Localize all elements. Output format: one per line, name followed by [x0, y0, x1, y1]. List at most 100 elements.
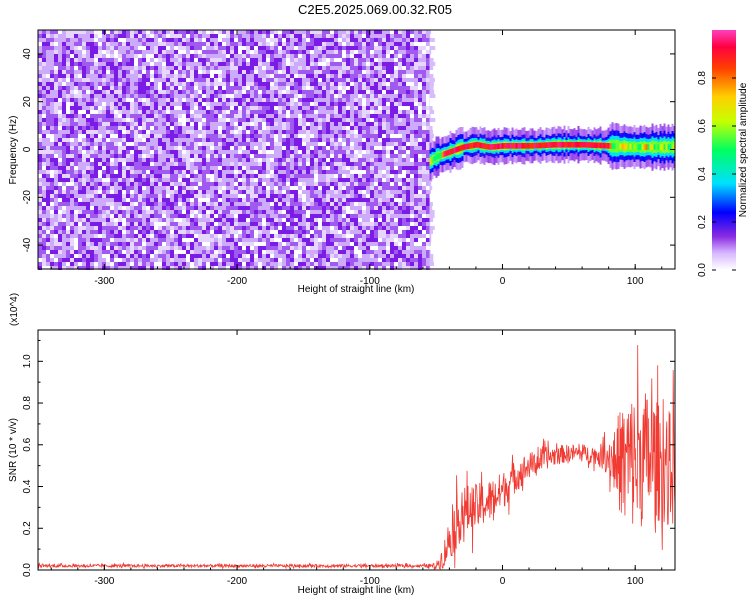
spectrogram-cell	[238, 154, 242, 158]
spectrogram-cell	[198, 174, 202, 178]
spectrogram-cell	[254, 158, 258, 162]
spectrogram-cell	[294, 82, 298, 86]
spectrogram-cell	[166, 138, 170, 142]
spectrogram-cell	[186, 202, 190, 206]
spectrogram-cell	[238, 34, 242, 38]
spectrogram-cell	[250, 218, 254, 222]
spectrogram-cell	[262, 170, 266, 174]
spectrogram-cell	[154, 34, 158, 38]
spectrogram-cell	[126, 38, 130, 42]
spectrogram-cell	[370, 202, 374, 206]
spectrogram-cell	[394, 62, 398, 66]
spectrogram-cell	[178, 158, 182, 162]
spectrogram-cell	[338, 82, 342, 86]
spectrogram-cell	[274, 82, 278, 86]
spectrogram-cell	[50, 30, 54, 34]
spectrogram-cell	[90, 74, 94, 78]
spectrogram-cell	[362, 178, 366, 182]
spectrogram-cell	[406, 166, 410, 170]
spectrogram-cell	[302, 38, 306, 42]
spectrogram-cell	[54, 70, 58, 74]
spectrogram-cell	[350, 58, 354, 62]
spectrogram-cell	[402, 234, 406, 238]
spectrogram-cell	[386, 174, 390, 178]
spectrogram-cell	[230, 30, 234, 34]
spectrogram-cell	[162, 134, 166, 138]
spectrogram-cell	[58, 130, 62, 134]
spectrogram-cell	[290, 90, 294, 94]
spectrogram-cell	[342, 94, 346, 98]
spectrogram-cell	[358, 114, 362, 118]
spectrogram-cell	[278, 146, 282, 150]
spectrogram-cell	[402, 74, 406, 78]
spectrogram-cell	[230, 154, 234, 158]
spectrogram-cell	[54, 126, 58, 130]
spectrogram-cell	[266, 70, 270, 74]
spectrogram-cell	[118, 138, 122, 142]
spectrogram-cell	[314, 222, 318, 226]
spectrogram-cell	[350, 182, 354, 186]
spectrogram-cell	[190, 66, 194, 70]
spectrogram-cell	[102, 190, 106, 194]
spectrogram-cell	[238, 30, 242, 34]
spectrogram-cell	[54, 58, 58, 62]
spectrogram-cell	[358, 30, 362, 34]
spectrogram-cell	[126, 266, 130, 270]
spectrogram-cell	[146, 46, 150, 50]
spectrogram-cell	[130, 58, 134, 62]
spectrogram-cell	[162, 202, 166, 206]
spectrogram-cell	[174, 74, 178, 78]
spectrogram-cell	[206, 246, 210, 250]
spectrogram-cell	[398, 82, 402, 86]
spectrogram-cell	[214, 166, 218, 170]
spectrogram-cell	[62, 94, 66, 98]
spectrogram-cell	[66, 238, 70, 242]
spectrogram-cell	[62, 194, 66, 198]
spectrogram-cell	[246, 266, 250, 270]
spectrogram-cell	[378, 78, 382, 82]
spectrogram-cell	[114, 266, 118, 270]
spectrogram-cell	[330, 70, 334, 74]
spectrogram-cell	[342, 38, 346, 42]
spectrogram-cell	[178, 110, 182, 114]
spectrogram-cell	[326, 70, 330, 74]
spectrogram-cell	[134, 66, 138, 70]
spectrogram-cell	[114, 138, 118, 142]
spectrogram-cell	[130, 106, 134, 110]
spectrogram-cell	[374, 34, 378, 38]
spectrogram-cell	[114, 62, 118, 66]
spectrogram-cell	[94, 190, 98, 194]
spectrogram-cell	[330, 230, 334, 234]
spectrogram-cell	[274, 58, 278, 62]
spectrogram-cell	[346, 246, 350, 250]
spectrogram-cell	[278, 62, 282, 66]
spectrogram-cell	[230, 262, 234, 266]
spectrogram-cell	[270, 66, 274, 70]
spectrogram-cell	[154, 82, 158, 86]
spectrogram-cell	[370, 126, 374, 130]
spectrogram-cell	[310, 70, 314, 74]
spectrogram-cell	[74, 150, 78, 154]
spectrogram-cell	[406, 30, 410, 34]
spectrogram-cell	[194, 162, 198, 166]
spectrogram-cell	[50, 106, 54, 110]
spectrogram-cell	[142, 174, 146, 178]
spectrogram-cell	[402, 34, 406, 38]
spectrogram-cell	[158, 230, 162, 234]
spectrogram-cell	[334, 170, 338, 174]
spectrogram-cell	[322, 262, 326, 266]
spectrogram-cell	[230, 90, 234, 94]
spectrogram-cell	[382, 146, 386, 150]
spectrogram-cell	[286, 162, 290, 166]
spectrogram-cell	[190, 78, 194, 82]
spectrogram-cell	[138, 82, 142, 86]
spectrogram-cell	[278, 106, 282, 110]
spectrogram-cell	[398, 78, 402, 82]
spectrogram-cell	[246, 210, 250, 214]
spectrogram-cell	[398, 150, 402, 154]
spectrogram-cell	[238, 218, 242, 222]
spectrogram-cell	[274, 54, 278, 58]
spectrogram-cell	[274, 262, 278, 266]
spectrogram-cell	[286, 106, 290, 110]
spectrogram-cell	[362, 126, 366, 130]
